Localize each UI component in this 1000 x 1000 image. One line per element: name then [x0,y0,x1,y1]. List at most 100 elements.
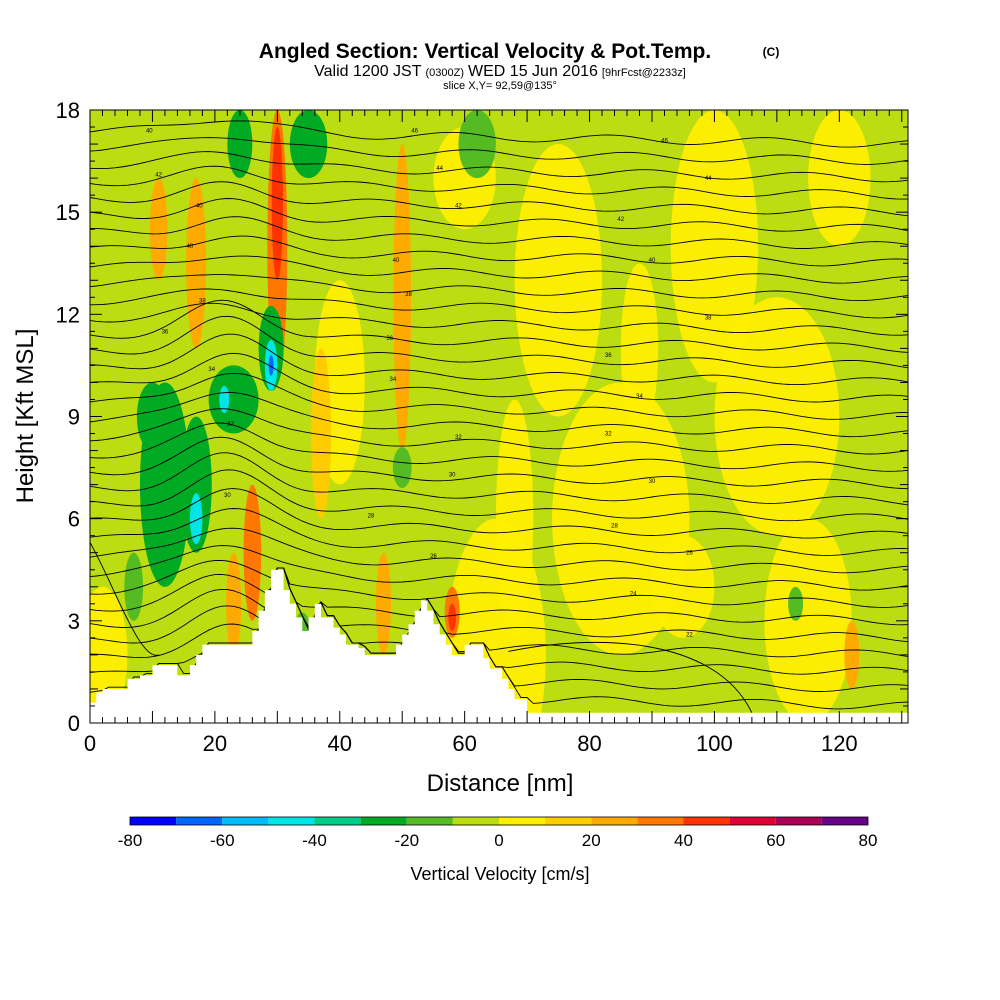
isentrope-line [90,274,908,302]
contour-label: 40 [196,203,203,209]
colorbar-frame [129,816,869,826]
x-tick-label: 60 [452,731,476,756]
isentrope-line [90,198,908,232]
isentrope-line [90,235,908,267]
contour-label: 42 [155,173,162,179]
y-tick-label: 9 [68,405,80,430]
isentrope-line [90,352,908,403]
y-axis-label: Height [Kft MSL] [12,329,39,504]
updraft-weak-region [514,144,603,417]
strong-downdraft-core [189,493,203,545]
updraft-streak [149,178,168,281]
contour-label: 34 [390,377,397,383]
updraft-weak-region [670,110,759,383]
contour-label: 22 [686,632,693,638]
x-tick-label: 0 [84,731,96,756]
colorbar-tick-label: 40 [674,831,693,850]
contour-label: 30 [449,472,456,478]
downdraft-region [458,110,496,179]
colorbar-tick-label: 80 [859,831,878,850]
colorbar-segment [683,817,730,825]
contour-label: 32 [605,432,612,438]
colorbar [129,816,869,826]
contour-label: 42 [617,217,624,223]
isentrope-line [90,452,908,506]
y-axis: 0 36 9 12 15 18 [56,98,908,736]
y-tick-label: 12 [56,302,80,327]
contour-label: 36 [386,336,393,342]
updraft-weak-region [651,535,715,638]
contour-label: 30 [649,479,656,485]
chart-subtitle-line1: Valid 1200 JST (0300Z) WED 15 Jun 2016 [9hr… [314,63,686,80]
colorbar-segment [314,817,361,825]
contour-label: 44 [705,176,712,182]
isentrope-line [90,542,159,656]
isentrope-line [90,422,908,472]
contour-label: 38 [705,316,712,322]
terrain [90,569,908,723]
pot-temp-contours [90,120,908,713]
isentrope-line [90,567,908,658]
colorbar-tick-label: 60 [766,831,785,850]
chart-title-unit: (C) [763,45,780,59]
downdraft-region [136,382,169,451]
y-tick-label: 0 [68,711,80,736]
isentrope-line [90,469,908,522]
contour-label: 36 [162,329,169,335]
isentrope-line [90,436,908,490]
isentrope-line [90,255,908,284]
y-tick-label: 15 [56,200,80,225]
y-tick-label: 18 [56,98,80,123]
x-axis-label: Distance [nm] [427,770,574,797]
x-tick-label: 40 [328,731,352,756]
colorbar-segment [176,817,223,825]
plot-area: 40 42 40 40 38 36 34 32 30 46 44 42 40 38 36 34 32 30 28 26… [90,110,908,723]
isentrope-line [90,302,908,336]
downdraft-region [180,416,212,553]
isentrope-line [90,567,908,626]
x-tick-label: 80 [577,731,601,756]
chart-title: Angled Section: Vertical Velocity & Pot.… [259,40,711,63]
contour-label: 30 [224,493,231,499]
updraft-streak [393,144,411,451]
colorbar-tick-label: -80 [118,831,143,850]
colorbar-segment [499,817,546,825]
isentrope-line [90,488,908,539]
updraft-streak [243,484,262,621]
contour-label: 32 [227,421,234,427]
contour-label: 44 [436,166,443,172]
colorbar-tick-label: -40 [302,831,327,850]
chart-subtitle-line2: slice X,Y= 92,59@135° [443,80,557,92]
colorbar-ticks: -80 -60 -40 -20 0 20 40 60 80 [118,831,878,850]
updraft-streak [311,348,332,519]
updraft-weak-region [714,297,840,536]
contour-labels: 40 42 40 40 38 36 34 32 30 46 44 42 40 38 36 34 32 30 28 26… [146,128,712,638]
isentrope-line [90,333,908,386]
isentrope-line [508,641,753,713]
colorbar-segment [821,817,868,825]
downdraft-region [392,447,412,489]
colorbar-segment [637,817,684,825]
isentrope-line [90,137,908,165]
isentrope-line [90,408,908,455]
contour-label: 40 [649,258,656,264]
isentrope-line [90,216,908,249]
updraft-streak [375,552,391,655]
contour-label: 34 [208,367,215,373]
colorbar-tick-label: -20 [394,831,419,850]
colorbar-segment [406,817,453,825]
x-tick-label: 120 [821,731,858,756]
isentrope-line [90,315,908,369]
colorbar-segment [130,817,177,825]
colorbar-segment [545,817,592,825]
isentrope-line [90,151,908,183]
isentrope-line [90,299,908,353]
contour-label: 28 [611,523,618,529]
colorbar-segment [222,817,269,825]
contour-label: 46 [661,139,668,145]
colorbar-segment [591,817,638,825]
downdraft-region [208,365,259,434]
contour-label: 38 [199,299,206,305]
colorbar-label: Vertical Velocity [cm/s] [410,864,589,884]
